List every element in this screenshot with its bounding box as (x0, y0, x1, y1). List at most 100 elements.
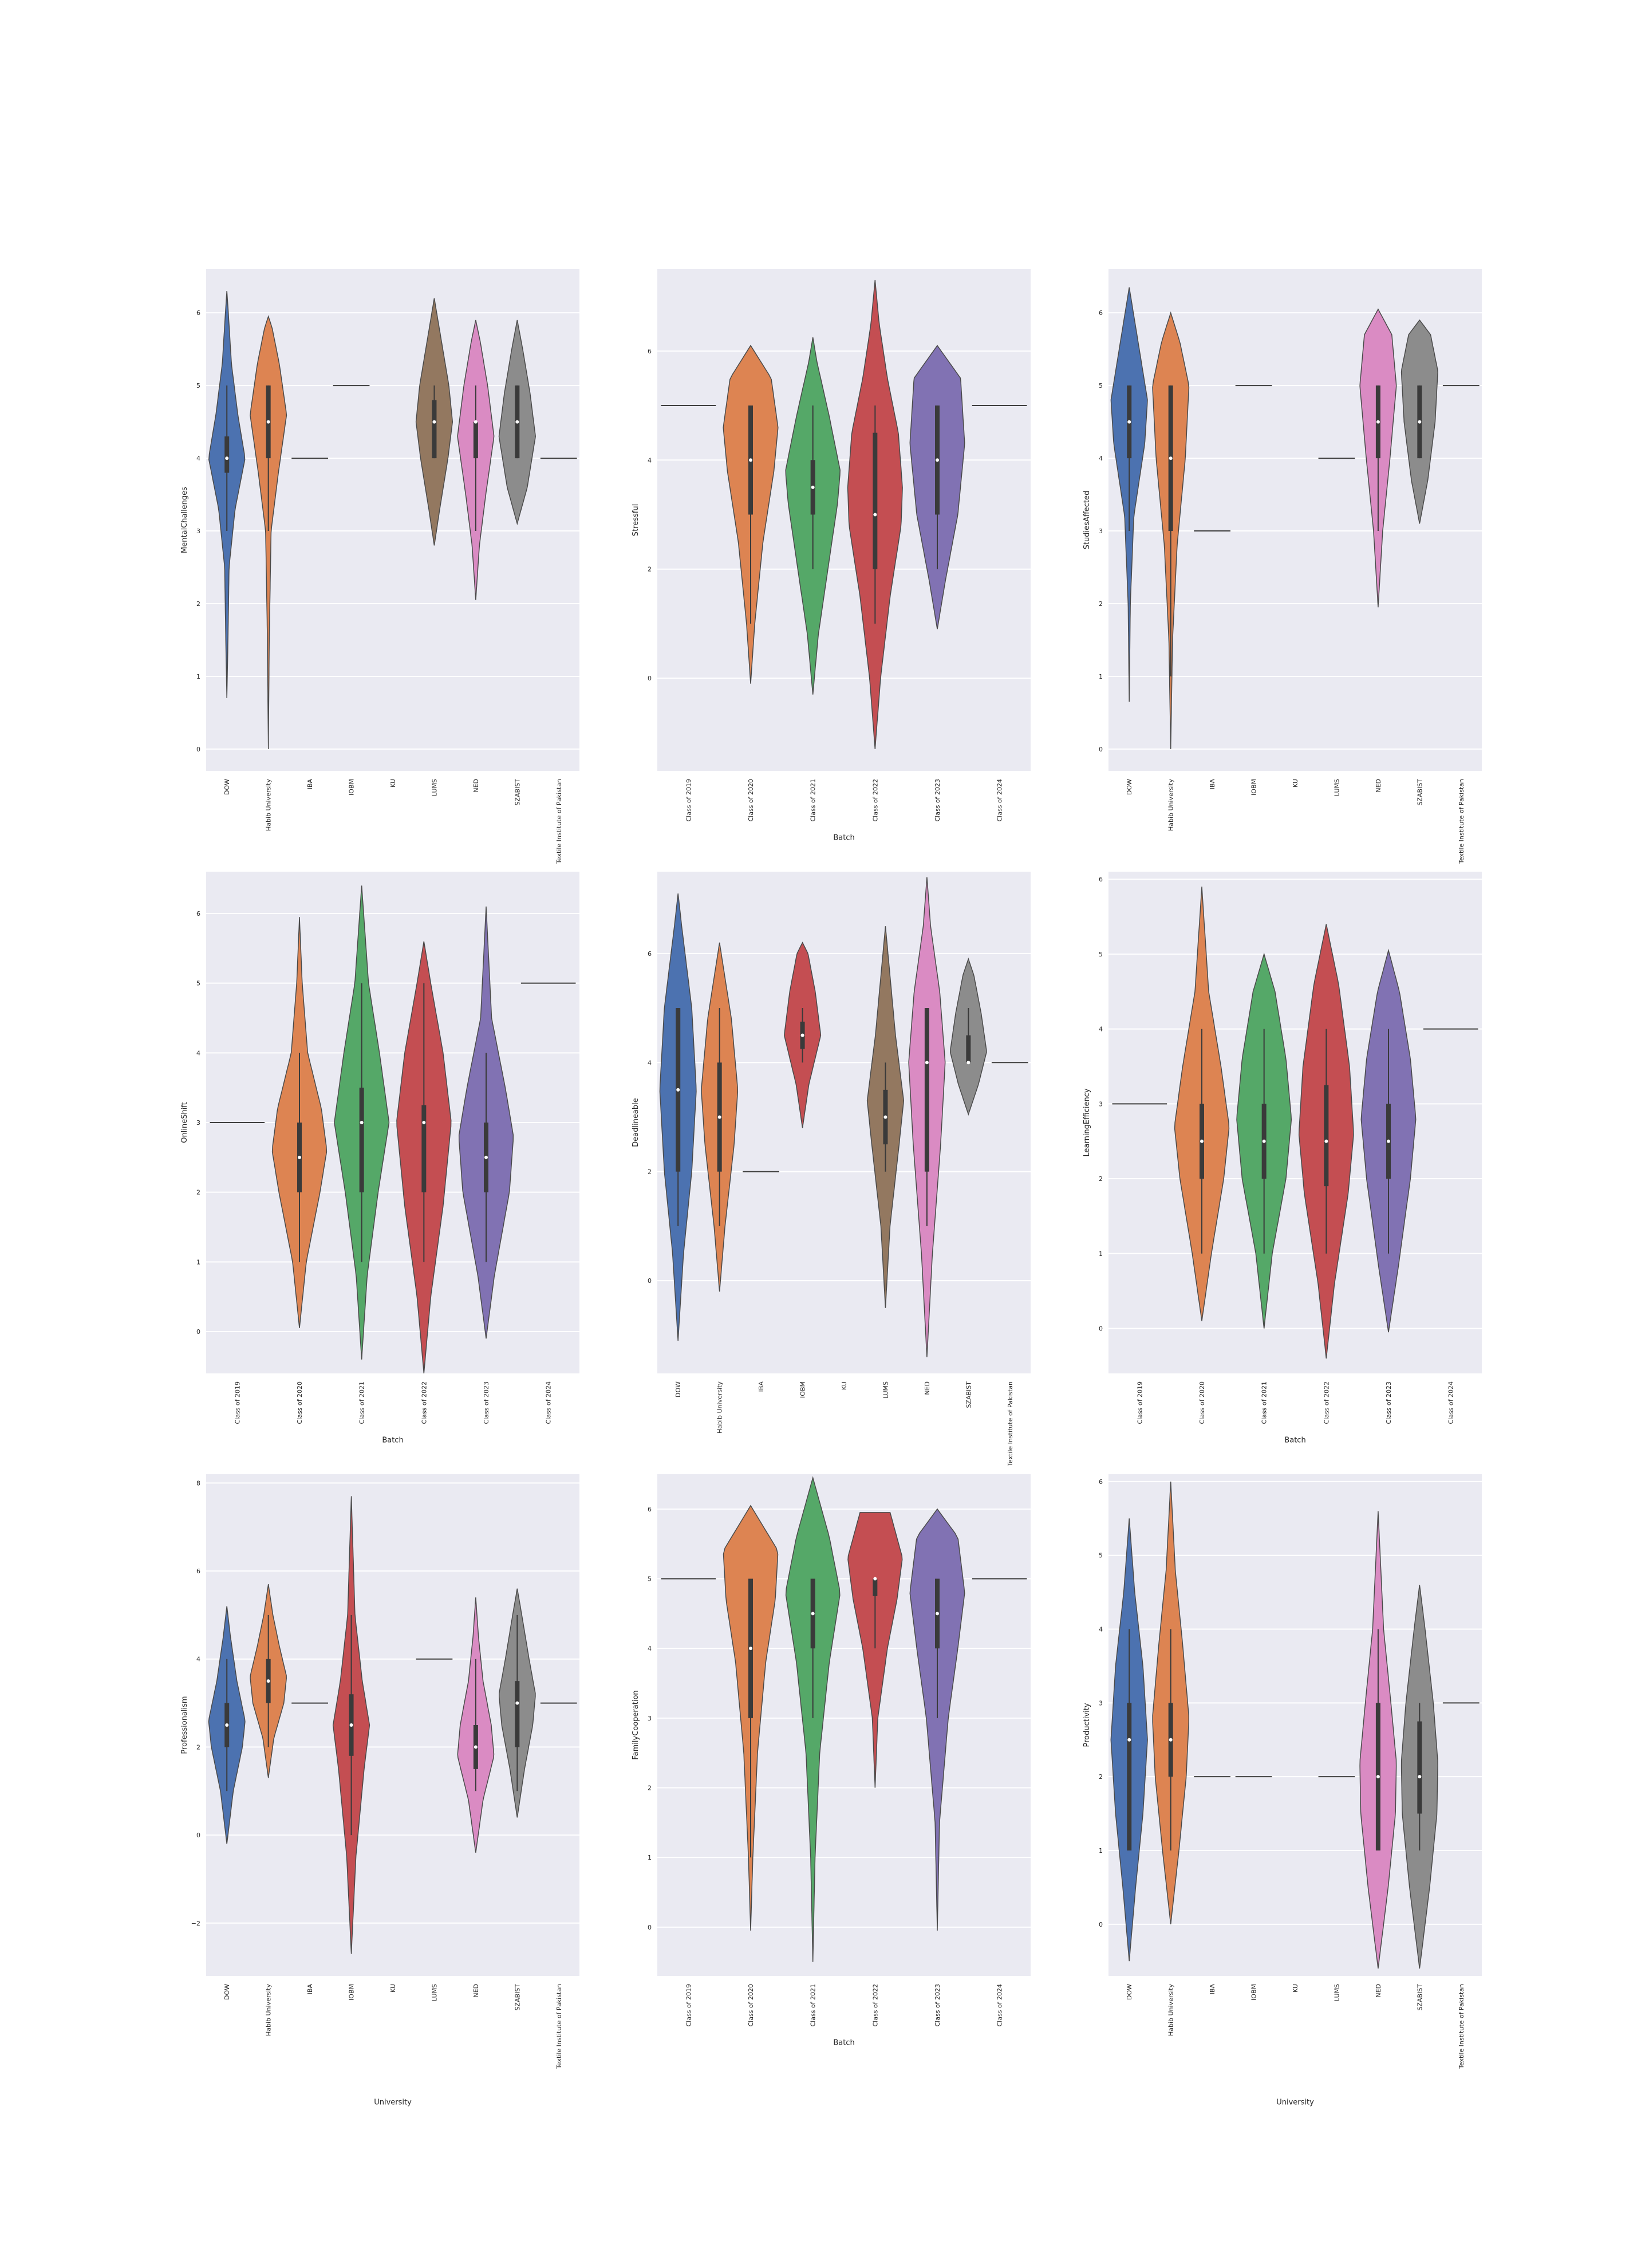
y-tick-label: 0 (196, 1328, 200, 1336)
median-point (422, 1121, 426, 1124)
median-point (1418, 420, 1422, 424)
iqr-box (1324, 1085, 1329, 1187)
y-tick-label: 5 (1099, 951, 1103, 958)
y-tick-label: 4 (648, 1059, 652, 1066)
x-tick-label: Habib University (265, 1984, 273, 2037)
x-tick-label: KU (1292, 779, 1299, 788)
y-tick-label: 4 (196, 455, 200, 462)
y-axis-label: StudiesAffected (1083, 491, 1091, 550)
median-point (266, 420, 270, 424)
y-axis-label: LearningEfficiency (1083, 1088, 1091, 1156)
median-point (1418, 1775, 1422, 1779)
median-point (515, 1701, 519, 1705)
x-tick-label: Class of 2022 (871, 779, 879, 822)
subplot-2: 0 2 4 6 Class of 2019 Class of 2020 Class of 2… (632, 269, 1031, 842)
y-tick-label: 3 (1099, 1100, 1103, 1108)
x-tick-label: Class of 2022 (871, 1984, 879, 2027)
x-tick-label: Textile Institute of Pakistan (555, 779, 563, 864)
median-point (266, 1679, 270, 1683)
x-tick-label: Class of 2024 (545, 1381, 553, 1424)
x-tick-label: IBA (306, 779, 314, 790)
y-tick-label: 2 (196, 1189, 200, 1196)
y-tick-label: 0 (1099, 746, 1103, 753)
x-tick-label: IBA (1209, 1984, 1216, 1995)
y-tick-label: 6 (648, 1506, 652, 1513)
violin-class-of-2022 (847, 1512, 903, 1788)
x-tick-label: NED (924, 1381, 931, 1395)
median-point (936, 458, 939, 462)
iqr-box (421, 1105, 427, 1192)
iqr-box (966, 1035, 971, 1063)
x-tick-label: SZABIST (1416, 1984, 1423, 2011)
y-tick-label: 3 (648, 1715, 652, 1722)
y-tick-label: 4 (1099, 1626, 1103, 1633)
x-tick-label: IOBM (348, 1984, 356, 2001)
x-tick-label: IOBM (348, 779, 356, 796)
y-tick-label: 4 (648, 456, 652, 464)
x-tick-label: Class of 2019 (685, 779, 692, 822)
y-tick-label: 6 (648, 950, 652, 958)
y-tick-label: 6 (1099, 309, 1103, 317)
y-axis-label: Professionalism (180, 1696, 189, 1754)
median-point (873, 513, 877, 517)
x-tick-label: Class of 2020 (296, 1381, 303, 1424)
x-tick-label: Class of 2019 (1136, 1381, 1143, 1424)
iqr-box (1127, 1703, 1132, 1850)
x-tick-label: Class of 2019 (234, 1381, 241, 1424)
x-tick-label: Habib University (716, 1381, 724, 1434)
x-tick-label: IBA (306, 1984, 314, 1995)
subplot-3: 0 1 2 3 4 5 6 DOW Habib University IBA IOBM KU LUMS N… (1083, 269, 1482, 902)
x-tick-label: Textile Institute of Pakistan (1007, 1381, 1014, 1467)
violin-class-of-2023 (909, 1508, 965, 1931)
x-tick-label: Class of 2021 (358, 1381, 366, 1424)
y-tick-label: 2 (196, 600, 200, 608)
x-tick-label: Class of 2019 (685, 1984, 692, 2027)
iqr-box (924, 1008, 929, 1172)
x-tick-label: Habib University (1167, 779, 1175, 832)
median-point (484, 1155, 488, 1159)
y-tick-label: 5 (196, 382, 200, 389)
y-tick-label: 5 (1099, 1552, 1103, 1560)
x-tick-label: NED (472, 1984, 480, 1998)
x-tick-label: Class of 2021 (810, 779, 817, 822)
x-tick-label: KU (389, 1984, 397, 1993)
subplot-8: 0 1 2 3 4 5 6 Class of 2019 Class of 2020 Class o… (632, 1474, 1031, 2048)
median-point (1127, 420, 1131, 424)
x-axis-label: Batch (382, 1436, 403, 1445)
median-point (966, 1061, 971, 1065)
subplot-6: 0 1 2 3 4 5 6 Class of 2019 Class of 2020 Class o… (1083, 872, 1482, 1445)
x-tick-label: SZABIST (514, 779, 521, 806)
y-tick-label: 2 (1099, 1773, 1103, 1781)
x-tick-label: Class of 2024 (996, 1984, 1004, 2027)
x-tick-label: Textile Institute of Pakistan (1458, 1984, 1465, 2069)
y-axis-label: OnlineShift (180, 1102, 189, 1143)
median-point (1324, 1139, 1328, 1143)
y-tick-label: 0 (196, 746, 200, 753)
y-tick-label: 0 (1099, 1921, 1103, 1928)
y-tick-label: 0 (196, 1832, 200, 1839)
median-point (936, 1612, 939, 1616)
median-point (1169, 456, 1173, 460)
x-tick-label: DOW (223, 779, 231, 795)
y-tick-label: 6 (1099, 876, 1103, 883)
subplot-4: 0 1 2 3 4 5 6 Class of 2019 Class of 2020 Class o… (180, 872, 579, 1445)
x-axis-label: Batch (1284, 1436, 1305, 1445)
y-tick-label: 6 (196, 1568, 200, 1575)
y-tick-label: 1 (196, 1258, 200, 1266)
x-tick-label: IOBM (799, 1381, 807, 1398)
x-tick-label: IOBM (1250, 779, 1258, 796)
y-tick-label: 0 (1099, 1325, 1103, 1333)
y-tick-label: 4 (196, 1049, 200, 1057)
x-tick-label: NED (1375, 779, 1382, 793)
x-tick-label: LUMS (1333, 1984, 1340, 2001)
x-tick-label: Class of 2021 (810, 1984, 817, 2027)
x-tick-label: IBA (758, 1381, 765, 1392)
median-point (1387, 1139, 1390, 1143)
median-point (717, 1115, 721, 1119)
x-tick-label: SZABIST (965, 1381, 972, 1408)
y-tick-label: 1 (1099, 1847, 1103, 1854)
plot-area (657, 1474, 1031, 1976)
y-tick-label: 4 (1099, 455, 1103, 462)
x-tick-label: NED (1375, 1984, 1382, 1998)
